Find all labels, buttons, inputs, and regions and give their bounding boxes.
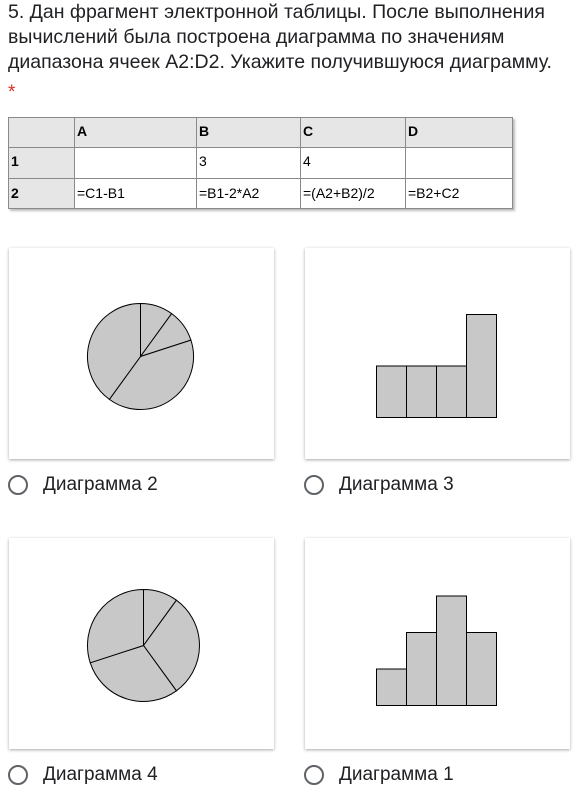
- cell-b1: 3: [196, 147, 301, 179]
- bar-2: [406, 632, 437, 706]
- radio-option-diagram-4[interactable]: Диаграмма 4: [8, 763, 158, 787]
- cell-a2: =C1-B1: [74, 177, 197, 210]
- radio-circle-icon[interactable]: [8, 765, 28, 785]
- option-card-diagram-2[interactable]: [9, 248, 274, 459]
- pie-chart-diagram-4: [87, 588, 200, 702]
- bar-4: [466, 632, 497, 706]
- radio-circle-icon[interactable]: [8, 475, 28, 495]
- option-card-diagram-1[interactable]: [305, 538, 570, 749]
- cell-d2: =B2+C2: [405, 177, 513, 210]
- row-header-2: 2: [8, 177, 75, 210]
- sheet-corner-cell: [8, 116, 75, 149]
- spreadsheet-fragment: A B C D 1 3 4 2 =C1-B1 =B1-2*A2 =(A2+B2)…: [8, 116, 513, 210]
- option-card-diagram-3[interactable]: [305, 248, 570, 459]
- bar-chart-diagram-1: [376, 595, 497, 706]
- bar-1: [376, 668, 407, 706]
- required-asterisk: *: [8, 82, 16, 103]
- pie-slice-4: [87, 588, 144, 664]
- pie-chart-diagram-2: [87, 302, 194, 410]
- column-header-d: D: [405, 116, 513, 149]
- radio-option-diagram-1[interactable]: Диаграмма 1: [304, 763, 454, 787]
- radio-option-diagram-3[interactable]: Диаграмма 3: [304, 473, 454, 497]
- column-header-c: C: [300, 116, 406, 149]
- cell-d1: [405, 147, 513, 179]
- cell-c1: 4: [300, 147, 406, 179]
- option-label: Диаграмма 4: [43, 764, 158, 785]
- column-header-b: B: [196, 116, 301, 149]
- column-header-a: A: [74, 116, 197, 149]
- bar-1: [376, 365, 407, 418]
- bar-chart-diagram-3: [376, 314, 497, 418]
- row-header-1: 1: [8, 147, 75, 179]
- bar-3: [436, 365, 467, 418]
- question-text: 5. Дан фрагмент электронной таблицы. Пос…: [8, 1, 552, 73]
- option-card-diagram-4[interactable]: [9, 538, 274, 749]
- option-label: Диаграмма 2: [43, 474, 158, 495]
- cell-c2: =(A2+B2)/2: [300, 177, 406, 210]
- pie-slice-3: [89, 644, 178, 702]
- option-label: Диаграмма 3: [339, 474, 454, 495]
- pie-slice-3: [108, 339, 194, 410]
- radio-option-diagram-2[interactable]: Диаграмма 2: [8, 473, 158, 497]
- bar-4: [466, 314, 497, 418]
- bar-3: [436, 595, 467, 706]
- option-label: Диаграмма 1: [339, 764, 454, 785]
- pie-slice-4: [87, 302, 141, 401]
- cell-a1: [74, 147, 197, 179]
- cell-b2: =B1-2*A2: [196, 177, 301, 210]
- radio-circle-icon[interactable]: [304, 765, 324, 785]
- radio-circle-icon[interactable]: [304, 475, 324, 495]
- pie-slice-2: [142, 599, 200, 692]
- bar-2: [406, 365, 437, 418]
